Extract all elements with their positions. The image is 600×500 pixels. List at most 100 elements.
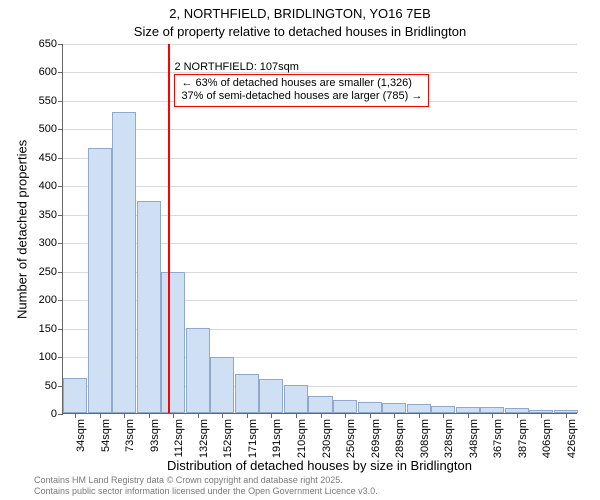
xtick-label: 250sqm: [345, 419, 357, 458]
xtick-label: 328sqm: [443, 419, 455, 458]
xtick-label: 230sqm: [321, 419, 333, 458]
xtick-label: 308sqm: [419, 419, 431, 458]
xtick-mark: [124, 413, 125, 418]
property-size-chart: 2, NORTHFIELD, BRIDLINGTON, YO16 7EB Siz…: [0, 0, 600, 500]
gridline: [63, 158, 577, 159]
xtick-label: 289sqm: [394, 419, 406, 458]
xtick-mark: [296, 413, 297, 418]
ytick-mark: [58, 129, 63, 130]
histogram-bar: [308, 396, 332, 413]
xtick-mark: [198, 413, 199, 418]
ytick-mark: [58, 44, 63, 45]
xtick-mark: [75, 413, 76, 418]
xtick-label: 112sqm: [173, 419, 185, 457]
ytick-label: 500: [39, 123, 57, 135]
ytick-label: 400: [39, 180, 57, 192]
annotation-line1: ← 63% of detached houses are smaller (1,…: [181, 77, 422, 91]
chart-footer: Contains HM Land Registry data © Crown c…: [34, 475, 378, 497]
ytick-label: 450: [39, 152, 57, 164]
xtick-mark: [394, 413, 395, 418]
xtick-mark: [222, 413, 223, 418]
xtick-label: 54sqm: [100, 419, 112, 452]
ytick-mark: [58, 101, 63, 102]
xtick-mark: [321, 413, 322, 418]
histogram-bar: [112, 112, 136, 413]
footer-line2: Contains public sector information licen…: [34, 486, 378, 497]
xtick-mark: [541, 413, 542, 418]
chart-title-line2: Size of property relative to detached ho…: [0, 24, 600, 39]
ytick-label: 600: [39, 66, 57, 78]
xtick-mark: [492, 413, 493, 418]
ytick-mark: [58, 329, 63, 330]
xtick-mark: [100, 413, 101, 418]
ytick-label: 650: [39, 38, 57, 50]
histogram-bar: [235, 374, 259, 413]
histogram-bar: [407, 404, 431, 413]
chart-title-line1: 2, NORTHFIELD, BRIDLINGTON, YO16 7EB: [0, 6, 600, 21]
gridline: [63, 44, 577, 45]
xtick-mark: [468, 413, 469, 418]
ytick-label: 100: [39, 351, 57, 363]
gridline: [63, 129, 577, 130]
histogram-bar: [88, 148, 112, 413]
xtick-mark: [345, 413, 346, 418]
xtick-mark: [149, 413, 150, 418]
annotation-line2: 37% of semi-detached houses are larger (…: [181, 90, 422, 104]
xtick-mark: [247, 413, 248, 418]
ytick-label: 300: [39, 237, 57, 249]
x-axis-title: Distribution of detached houses by size …: [62, 458, 577, 473]
histogram-bar: [333, 400, 357, 413]
xtick-mark: [419, 413, 420, 418]
ytick-mark: [58, 158, 63, 159]
histogram-bar: [186, 328, 210, 413]
xtick-label: 191sqm: [271, 419, 283, 458]
xtick-label: 171sqm: [247, 419, 259, 458]
xtick-label: 348sqm: [468, 419, 480, 458]
xtick-mark: [443, 413, 444, 418]
ytick-label: 0: [51, 408, 57, 420]
ytick-label: 200: [39, 294, 57, 306]
annotation-box: ← 63% of detached houses are smaller (1,…: [174, 74, 429, 108]
histogram-bar: [210, 357, 234, 413]
ytick-label: 50: [45, 380, 57, 392]
xtick-label: 387sqm: [517, 419, 529, 458]
xtick-label: 73sqm: [124, 419, 136, 452]
histogram-bar: [431, 406, 455, 413]
ytick-mark: [58, 300, 63, 301]
xtick-mark: [271, 413, 272, 418]
xtick-mark: [173, 413, 174, 418]
marker-label: 2 NORTHFIELD: 107sqm: [174, 61, 299, 73]
xtick-label: 367sqm: [492, 419, 504, 458]
histogram-bar: [63, 378, 87, 413]
histogram-bar: [259, 379, 283, 413]
histogram-bar: [358, 402, 382, 413]
ytick-mark: [58, 357, 63, 358]
ytick-mark: [58, 186, 63, 187]
ytick-label: 550: [39, 95, 57, 107]
ytick-mark: [58, 243, 63, 244]
xtick-label: 34sqm: [75, 419, 87, 452]
ytick-mark: [58, 72, 63, 73]
xtick-label: 426sqm: [566, 419, 578, 458]
xtick-label: 93sqm: [149, 419, 161, 452]
xtick-label: 152sqm: [222, 419, 234, 458]
histogram-bar: [382, 403, 406, 413]
y-axis-title: Number of detached properties: [14, 44, 30, 414]
xtick-label: 132sqm: [198, 419, 210, 458]
histogram-bar: [284, 385, 308, 413]
histogram-bar: [137, 201, 161, 413]
ytick-mark: [58, 272, 63, 273]
ytick-label: 250: [39, 266, 57, 278]
xtick-label: 269sqm: [370, 419, 382, 458]
ytick-label: 350: [39, 209, 57, 221]
xtick-mark: [370, 413, 371, 418]
plot-area: 0501001502002503003504004505005506006503…: [62, 44, 577, 414]
footer-line1: Contains HM Land Registry data © Crown c…: [34, 475, 378, 486]
ytick-mark: [58, 215, 63, 216]
ytick-label: 150: [39, 323, 57, 335]
xtick-label: 210sqm: [296, 419, 308, 458]
ytick-mark: [58, 414, 63, 415]
marker-line: [168, 44, 170, 413]
xtick-mark: [566, 413, 567, 418]
gridline: [63, 186, 577, 187]
